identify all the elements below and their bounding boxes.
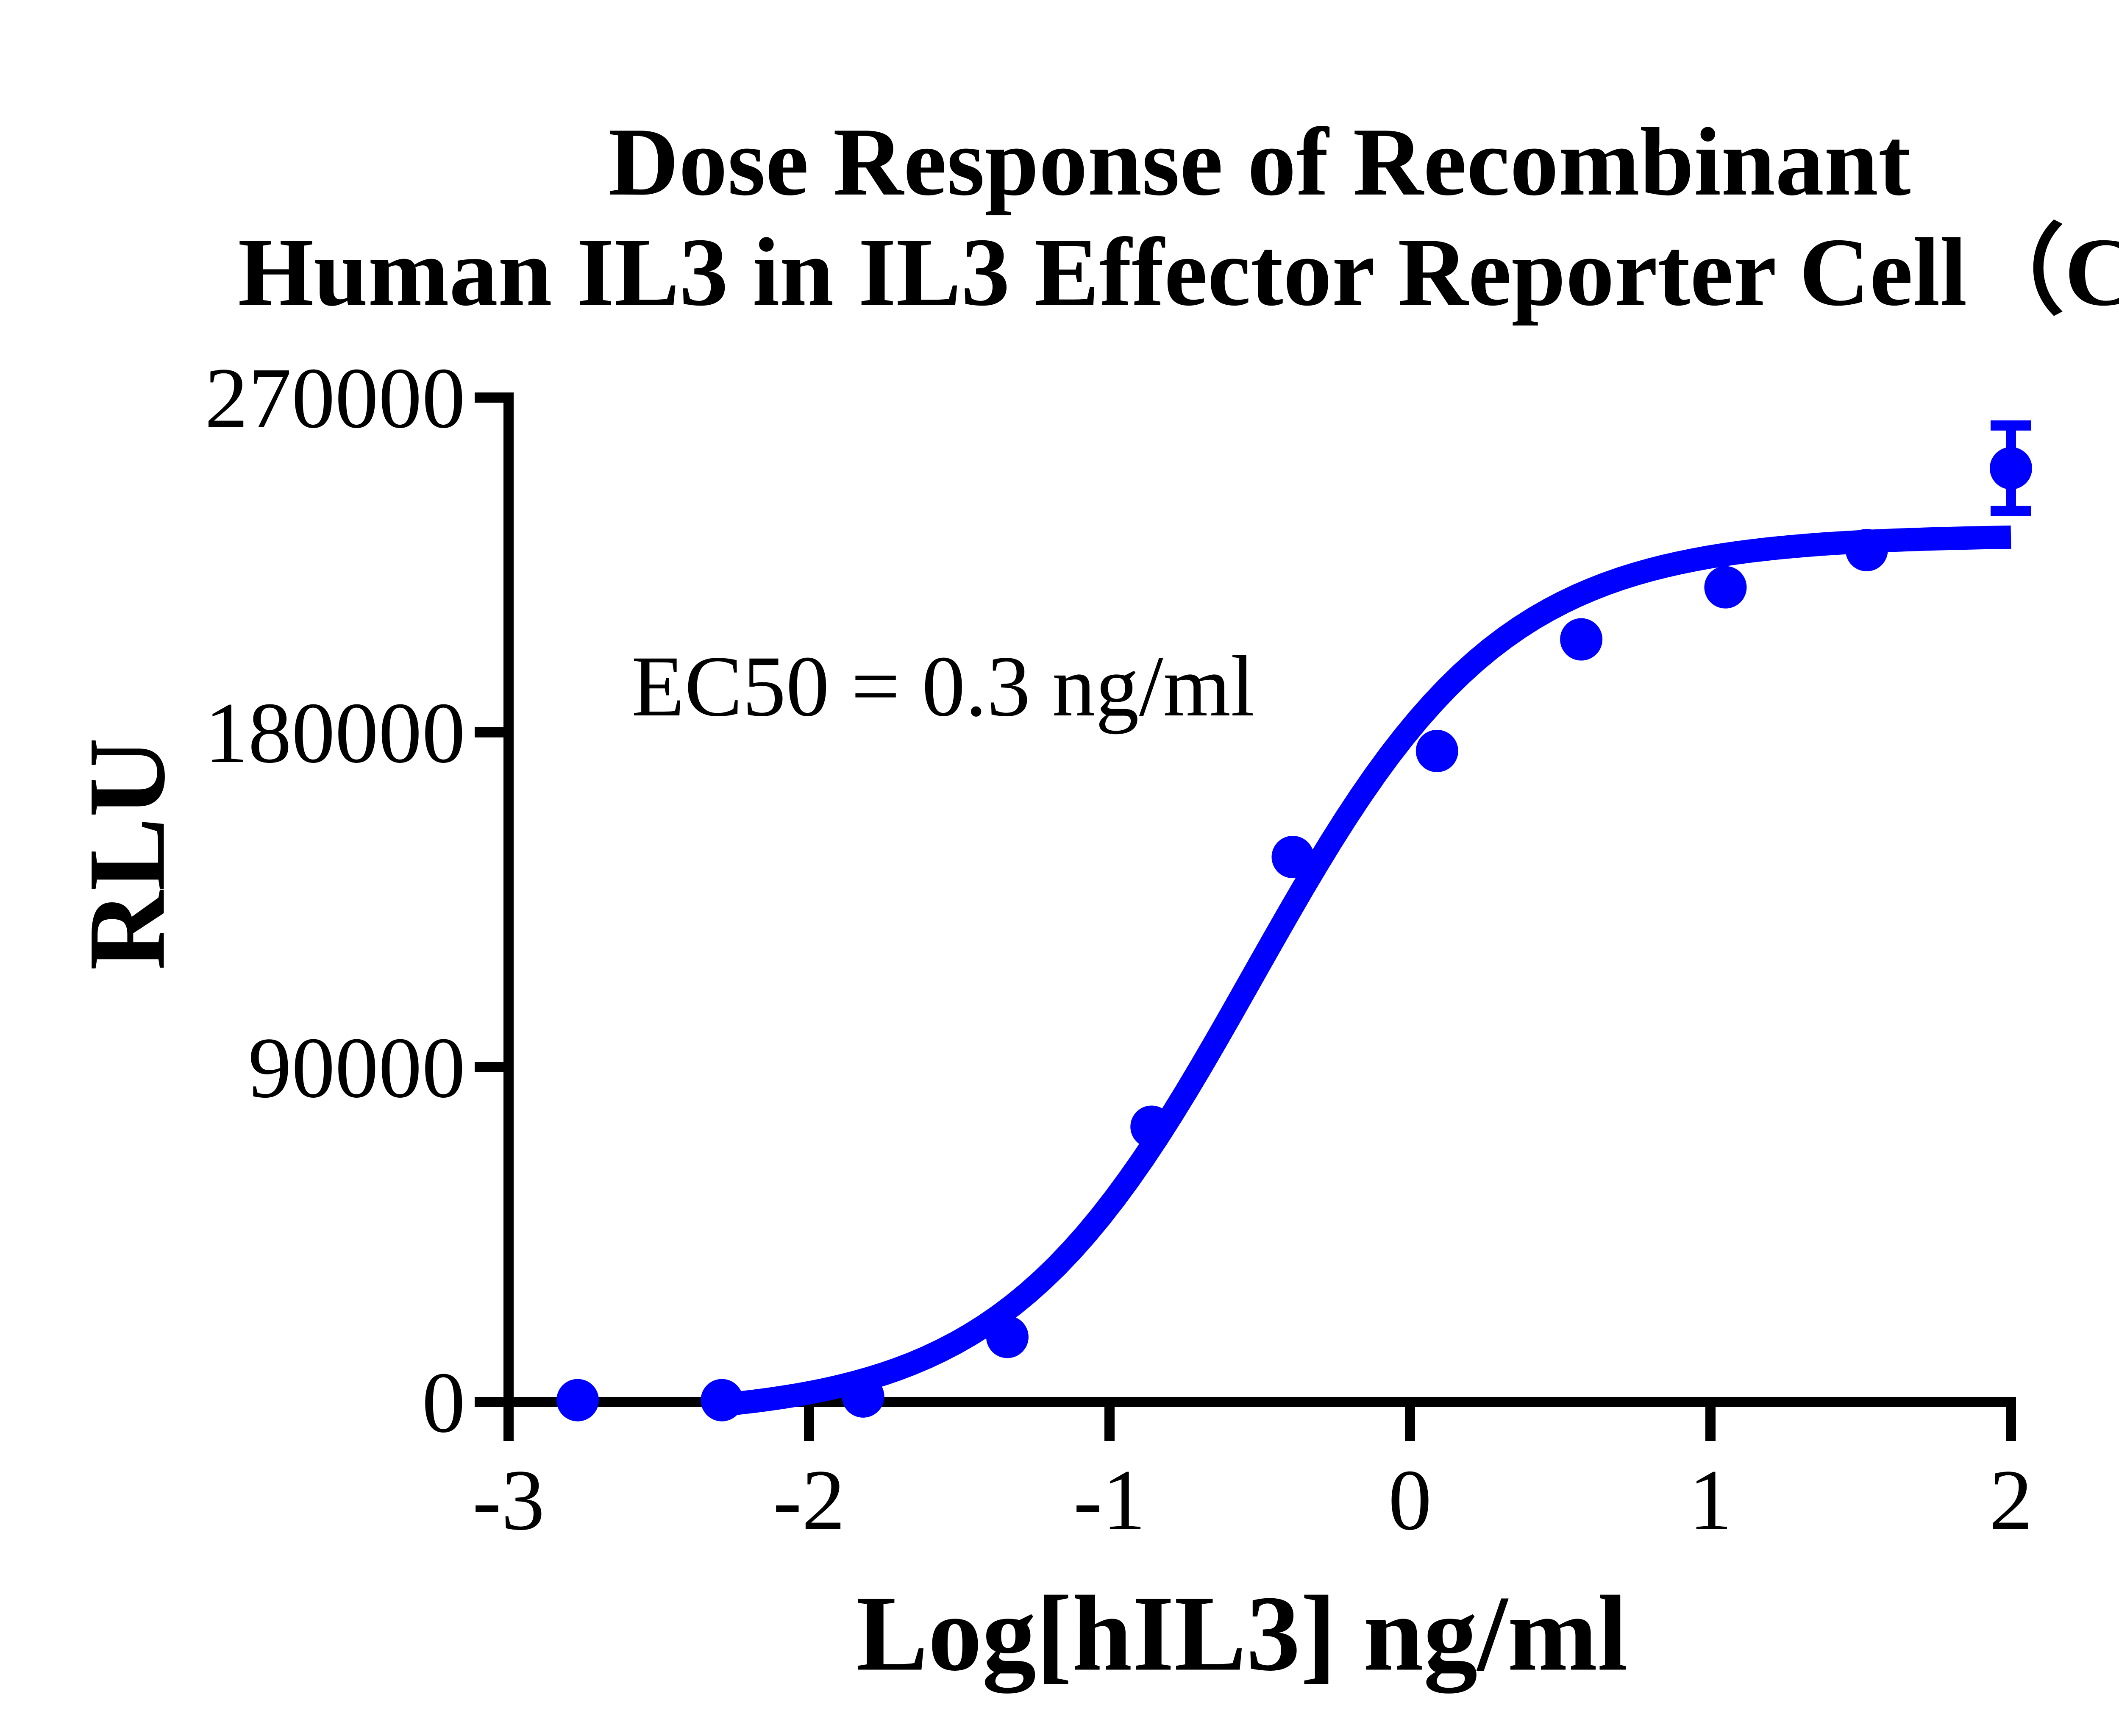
x-tick-label: 0 xyxy=(1388,1452,1432,1548)
data-point xyxy=(701,1379,743,1422)
y-tick-label: 90000 xyxy=(248,1020,466,1116)
chart-title-line1: Dose Response of Recombinant xyxy=(608,108,1911,216)
y-tick-label: 270000 xyxy=(205,350,465,446)
y-tick-label: 0 xyxy=(422,1355,466,1451)
x-tick-label: -3 xyxy=(473,1452,545,1548)
y-tick-label: 180000 xyxy=(205,685,465,781)
x-tick-label: 1 xyxy=(1689,1452,1732,1548)
data-point xyxy=(986,1316,1029,1358)
data-point xyxy=(1990,447,2032,490)
tick-labels: 0 90000 180000 270000 -3 -2 -1 0 1 2 xyxy=(205,350,2033,1548)
fit-curve xyxy=(709,525,2011,1418)
data-point xyxy=(1845,529,1888,571)
data-point xyxy=(1271,836,1314,879)
chart-title-line2: Human IL3 in IL3 Effector Reporter Cell（… xyxy=(238,218,2119,326)
data-point xyxy=(556,1379,599,1422)
data-points xyxy=(556,420,2032,1422)
data-point xyxy=(1415,729,1458,772)
data-point xyxy=(842,1375,884,1418)
x-tick-label: -2 xyxy=(773,1452,845,1548)
ec50-annotation: EC50 = 0.3 ng/ml xyxy=(631,638,1255,734)
y-axis-title: RLU xyxy=(66,737,188,971)
x-axis-title: Log[hIL3] ng/ml xyxy=(856,1574,1628,1694)
x-tick-label: 2 xyxy=(1989,1452,2033,1548)
chart-title: Dose Response of Recombinant Human IL3 i… xyxy=(238,107,2119,327)
data-point xyxy=(1560,618,1603,661)
data-point xyxy=(1704,566,1747,609)
data-point xyxy=(1130,1105,1173,1148)
dose-response-curve xyxy=(709,525,2011,1418)
x-tick-label: -1 xyxy=(1073,1452,1146,1548)
